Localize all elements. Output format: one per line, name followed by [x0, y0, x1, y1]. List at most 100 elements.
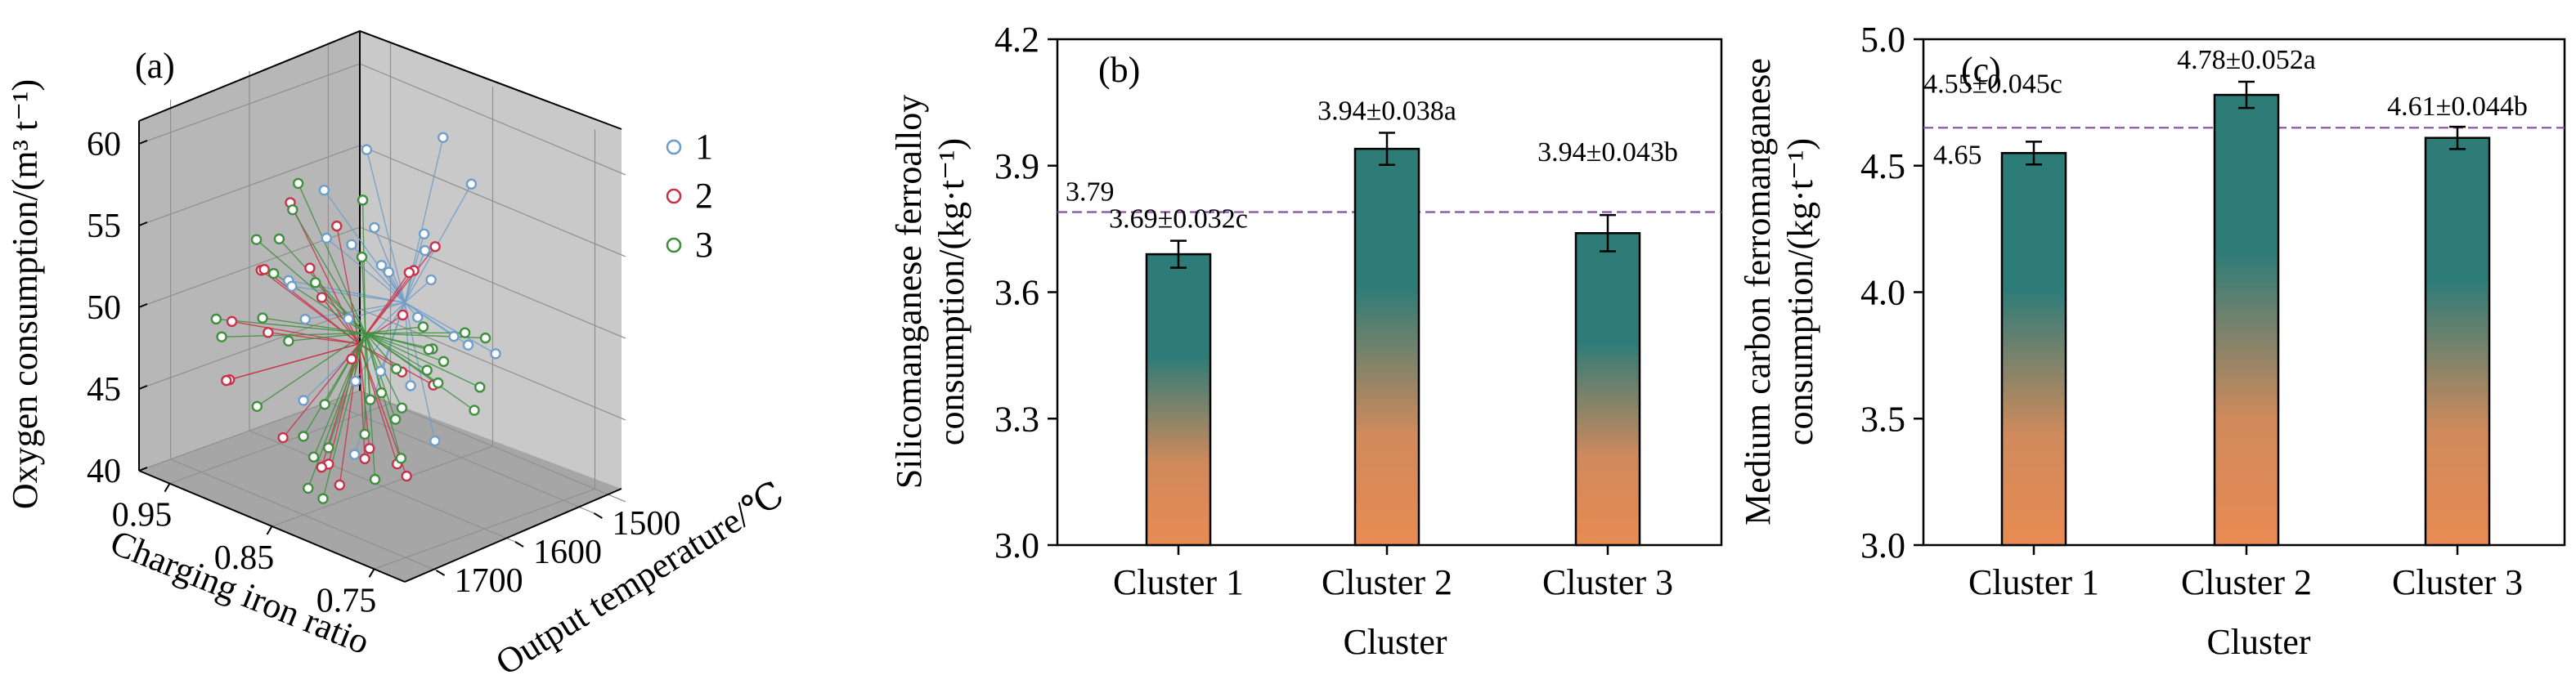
legend-label-3: 3	[695, 225, 713, 265]
data-point-cluster-1	[448, 330, 460, 342]
y-gridline	[249, 71, 516, 543]
bar-value-label: 3.69±0.032c	[1109, 204, 1248, 235]
centroid-link-2	[358, 246, 436, 345]
data-point-cluster-3	[323, 442, 334, 454]
x-tick-label: 0.95	[112, 497, 173, 534]
data-point-cluster-3	[250, 234, 263, 245]
z-tick	[138, 385, 148, 390]
x-tick-label: Cluster 2	[2181, 562, 2312, 602]
data-point-cluster-3	[459, 327, 471, 338]
panel-a-3d-scatter: 40 45 50 55 60 0.95 0.85 0.75 1500 1600 1700 (a) O…	[5, 29, 791, 683]
data-point-cluster-2	[221, 374, 232, 387]
y-tick-label: 3.3	[994, 399, 1039, 439]
x-tick-label: 0.75	[316, 582, 377, 619]
centroid-link-3	[365, 333, 376, 480]
data-point-cluster-1	[383, 266, 395, 278]
bars-b: 3.793.69±0.032c 3.94±0.038a 3.94±0.043b	[1057, 96, 1721, 547]
y-tick-label: 1500	[612, 505, 680, 543]
data-point-cluster-1	[299, 313, 311, 325]
y-tick	[514, 541, 524, 548]
centroid-link-3	[298, 183, 366, 333]
centroid-link-3	[312, 333, 366, 458]
data-point-cluster-1	[412, 311, 424, 323]
centroid-link-3	[365, 333, 397, 369]
centroid-link-3	[361, 257, 366, 333]
y-axis-ticks-b: 3.0 3.3 3.6 3.9 4.2 Cluster 1 Cluster 2 Cluster…	[994, 20, 1673, 602]
reference-line-label: 3.79	[1066, 177, 1115, 207]
scatter-points	[210, 132, 501, 504]
data-point-cluster-2	[429, 241, 441, 253]
y-tick-label: 3.9	[994, 146, 1039, 186]
data-point-cluster-3	[479, 332, 491, 344]
data-point-cluster-3	[303, 482, 314, 494]
x-gridline	[374, 129, 596, 570]
y-tick	[436, 570, 446, 576]
bar-value-label: 3.94±0.043b	[1537, 137, 1678, 168]
bars-c: 4.65 4.55±0.045c 4.78±0.052a 4.61±0.044b	[1923, 45, 2565, 547]
y-tick-label: 4.5	[1860, 146, 1905, 186]
y-tick-label: 3.6	[994, 273, 1039, 313]
centroid-link-3	[365, 333, 428, 371]
x-tick	[164, 483, 171, 493]
y-axis-label-b-line2: consumption/(kg·t⁻¹)	[931, 138, 972, 445]
data-point-cluster-1	[405, 380, 416, 391]
centroid-link-3	[324, 333, 366, 405]
x-tick-label: Cluster 3	[1542, 562, 1673, 602]
data-point-cluster-3	[319, 399, 330, 410]
floor	[139, 391, 622, 582]
x-axis-label-b: Cluster	[1343, 622, 1447, 662]
data-point-cluster-1	[418, 228, 430, 239]
centroid-link-2	[231, 320, 360, 345]
centroid-link-3	[365, 326, 424, 334]
data-point-cluster-2	[397, 309, 409, 321]
data-point-cluster-2	[346, 353, 357, 365]
data-point-cluster-1	[318, 184, 330, 196]
centroid-link-2	[226, 342, 360, 382]
centroid-link-1	[388, 271, 406, 303]
z-tick	[138, 467, 148, 472]
z-tick	[138, 221, 148, 226]
centroid-link-3	[361, 199, 366, 333]
data-point-cluster-1	[375, 365, 387, 378]
data-point-cluster-3	[287, 203, 298, 216]
data-point-cluster-2	[316, 462, 327, 473]
data-point-cluster-1	[429, 435, 441, 447]
data-point-cluster-1	[346, 239, 357, 251]
data-point-cluster-1	[348, 449, 361, 460]
data-point-cluster-2	[331, 220, 343, 232]
centroid-link-2	[321, 297, 360, 345]
data-point-cluster-2	[334, 479, 346, 491]
bar-1	[2000, 152, 2067, 547]
legend-marker-3	[666, 237, 682, 253]
bar-value-label: 4.78±0.052a	[2177, 45, 2316, 75]
data-point-cluster-3	[365, 394, 376, 405]
data-point-cluster-1	[349, 375, 361, 387]
centroid-link-2	[339, 343, 360, 485]
centroid-link-1	[404, 302, 496, 355]
panel-label-a: (a)	[135, 46, 175, 86]
y-axis-label-b: Silicomanganese ferroalloy consumption/(…	[889, 95, 972, 490]
y-tick	[593, 512, 603, 519]
x-tick-label: 0.85	[214, 539, 275, 577]
data-point-cluster-3	[298, 431, 309, 442]
z-tick	[138, 303, 148, 308]
y-axis-line	[404, 488, 622, 583]
centroid-link-3	[365, 332, 444, 363]
y-tick-label: 4.0	[1860, 273, 1905, 313]
data-point-cluster-3	[273, 233, 285, 245]
data-point-cluster-2	[226, 315, 238, 328]
data-point-cluster-3	[375, 387, 388, 399]
data-point-cluster-2	[258, 263, 270, 275]
x-gridline	[272, 87, 494, 527]
z-tick-label: 45	[87, 371, 121, 409]
bar-value-label: 3.94±0.038a	[1317, 96, 1456, 127]
z-tick-label: 50	[87, 289, 121, 327]
bar-3	[1574, 232, 1641, 547]
y-axis-label-c-line2: consumption/(kg·t⁻¹)	[1780, 138, 1820, 445]
data-point-cluster-3	[438, 355, 450, 368]
x-tick-label: Cluster 3	[2392, 562, 2523, 602]
reference-line-label: 4.65	[1933, 140, 1982, 170]
data-point-cluster-3	[310, 277, 321, 288]
centroid-link-3	[216, 318, 366, 334]
z-tick-label: 40	[87, 453, 121, 490]
